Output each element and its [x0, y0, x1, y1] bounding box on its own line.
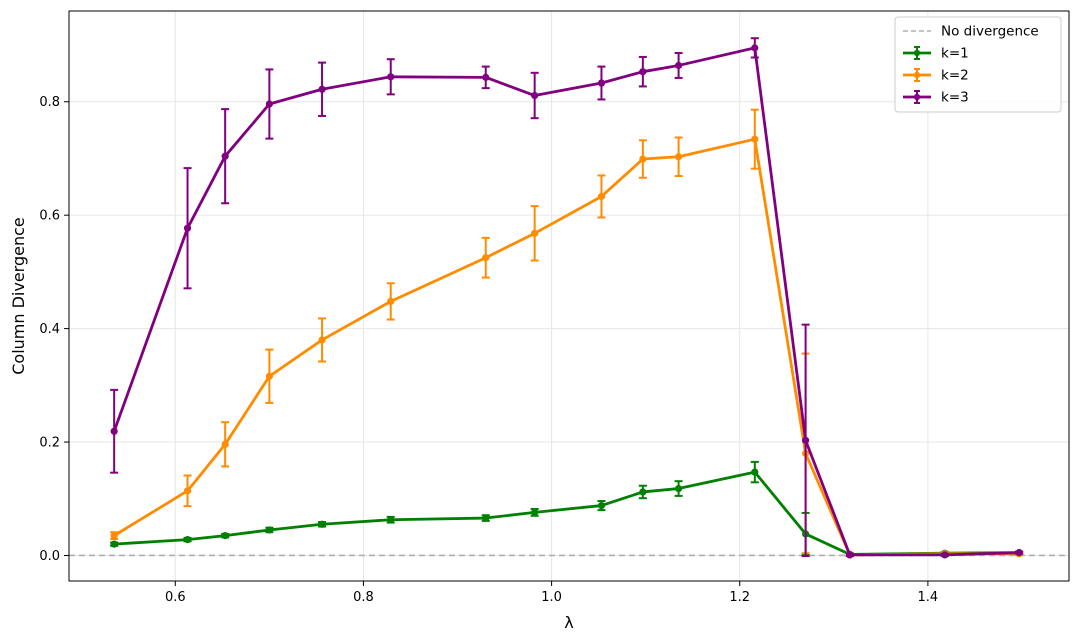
legend-label: k=2 [941, 68, 969, 84]
x-axis-label: λ [564, 613, 573, 632]
legend-frame [894, 16, 1062, 113]
x-tick-label: 1.4 [918, 590, 939, 605]
series-line [114, 470, 1020, 556]
series-layer [110, 37, 1024, 559]
legend-swatch-marker [913, 49, 921, 57]
data-point [318, 520, 326, 528]
data-point [183, 535, 192, 544]
series-k=1 [110, 460, 1024, 558]
data-point [387, 73, 395, 81]
data-point [265, 372, 273, 380]
data-point [597, 192, 606, 201]
x-tick-label: 1.2 [729, 590, 750, 605]
data-point [183, 487, 192, 495]
x-tick-label: 0.6 [165, 590, 186, 605]
data-point [801, 436, 810, 444]
y-tick-label: 0.8 [39, 95, 60, 110]
data-point [221, 440, 229, 448]
plot-frame [68, 10, 1070, 582]
legend-label: k=3 [941, 90, 969, 106]
data-point [221, 532, 229, 540]
data-point [110, 427, 118, 435]
data-point [482, 254, 490, 262]
data-point [318, 336, 326, 344]
data-point [639, 488, 647, 496]
data-point [597, 79, 606, 87]
legend-entry: No divergence [903, 24, 1039, 40]
data-point [183, 224, 192, 232]
data-point [674, 61, 683, 70]
data-point [387, 297, 395, 305]
y-tick-label: 0.4 [39, 322, 60, 337]
data-point [941, 551, 949, 559]
y-tick-label: 0.0 [39, 549, 60, 564]
series-k=2 [110, 108, 1024, 559]
data-point [531, 508, 539, 516]
data-point [674, 484, 683, 493]
y-tick-label: 0.6 [39, 209, 60, 224]
data-point [387, 516, 395, 524]
legend-label: No divergence [941, 24, 1039, 40]
data-point [531, 229, 539, 237]
data-point [265, 526, 273, 534]
data-point [110, 532, 118, 540]
legend-entry: k=2 [903, 68, 969, 84]
data-point [531, 91, 539, 100]
legend: No divergence k=1 k=2 k=3 [894, 16, 1062, 113]
data-point [639, 68, 647, 76]
data-point [597, 501, 606, 510]
legend-label: k=1 [941, 46, 969, 62]
series-line [112, 46, 1020, 557]
data-point [1015, 549, 1023, 557]
data-point [751, 135, 759, 143]
data-point [846, 551, 854, 559]
data-point [639, 155, 647, 163]
series-k=3 [110, 37, 1024, 559]
y-tick-label: 0.2 [39, 436, 60, 451]
data-point [482, 514, 490, 522]
series-line [113, 137, 1020, 557]
data-point [751, 468, 759, 476]
data-point [674, 153, 683, 161]
data-point [110, 540, 118, 548]
x-tick-label: 1.0 [541, 590, 562, 605]
ticks: 0.6 0.8 1.0 1.2 1.4 0.0 0.2 0.4 0.6 0.8 [39, 95, 938, 605]
data-point [265, 100, 273, 108]
legend-swatch-marker [913, 71, 921, 79]
y-axis-label: Column Divergence [9, 217, 28, 375]
x-tick-label: 0.8 [353, 590, 374, 605]
legend-swatch-marker [913, 93, 921, 101]
data-point [751, 44, 759, 52]
data-point [318, 85, 326, 93]
data-point [482, 73, 490, 81]
legend-entry: k=1 [903, 46, 969, 62]
data-point [221, 152, 229, 160]
legend-entry: k=3 [903, 90, 969, 106]
